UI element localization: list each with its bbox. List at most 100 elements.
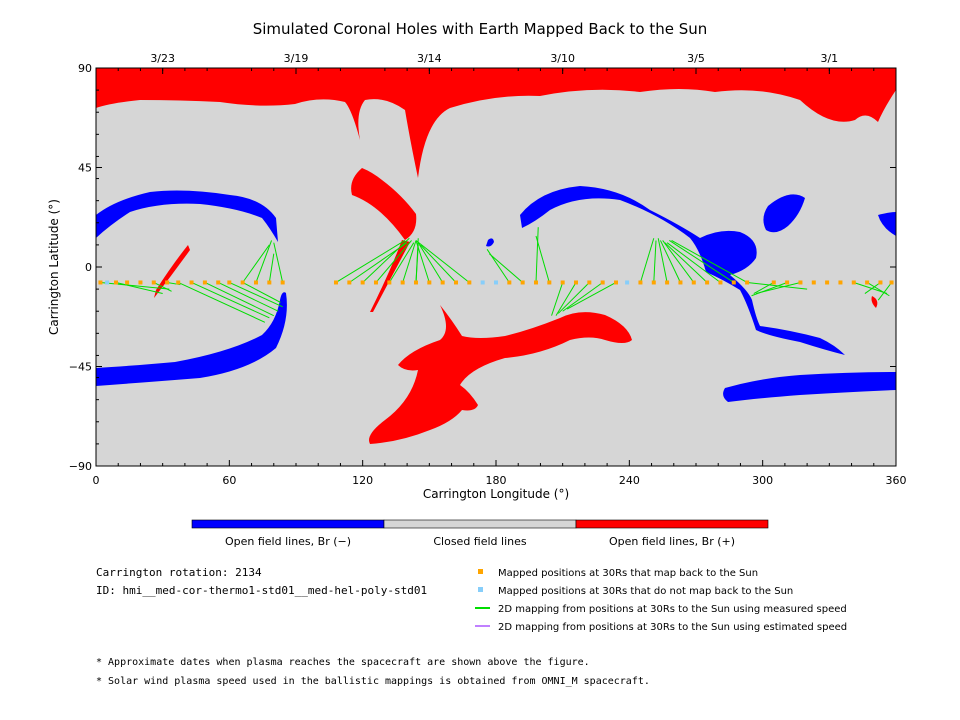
mapped-point <box>374 280 378 285</box>
mapping-line <box>242 282 281 303</box>
plot-area <box>96 68 896 466</box>
chart-title: Simulated Coronal Holes with Earth Mappe… <box>252 20 708 38</box>
legend-label: 2D mapping from positions at 30Rs to the… <box>498 604 847 615</box>
mapped-point <box>227 280 232 285</box>
mapping-line <box>877 282 892 301</box>
x-tick-label: 0 <box>93 474 100 487</box>
mapped-point <box>240 280 245 285</box>
mapping-line <box>659 240 681 283</box>
mapping-lines <box>100 227 892 323</box>
unmapped-point <box>105 280 110 285</box>
mapped-point <box>176 280 181 285</box>
mapping-line <box>562 282 603 312</box>
y-tick-label: −45 <box>69 361 92 374</box>
mapped-point <box>865 280 870 285</box>
mapping-line <box>402 240 417 283</box>
mapping-line <box>178 282 266 323</box>
mapping-line <box>242 244 270 283</box>
mapping-line <box>664 242 708 283</box>
mapping-line <box>335 240 406 283</box>
mapped-point <box>467 280 472 285</box>
mapped-point <box>427 280 432 285</box>
unmapped-point <box>494 280 498 285</box>
mapped-point <box>785 280 790 285</box>
mapped-point <box>651 280 656 285</box>
colorbar-segment <box>575 519 769 529</box>
x-tick-label: 300 <box>752 474 773 487</box>
mapping-line <box>388 242 415 283</box>
mapped-point <box>811 280 816 285</box>
unmapped-points <box>105 280 630 285</box>
mapped-point <box>798 280 803 285</box>
mapped-point <box>98 280 103 285</box>
mapping-line <box>229 282 283 308</box>
model-id: ID: hmi__med-cor-thermo1-std01__med-hel-… <box>96 584 428 597</box>
colorbar-segment <box>191 519 385 529</box>
negative-region-small <box>486 238 494 247</box>
x-tick-label: 60 <box>222 474 236 487</box>
mapped-point <box>151 280 156 285</box>
legend-label: Mapped positions at 30Rs that map back t… <box>498 568 758 579</box>
mapping-line <box>566 282 617 310</box>
mapped-point <box>614 280 618 285</box>
mapping-line <box>639 238 655 283</box>
mapping-line <box>653 240 657 283</box>
mapped-point <box>771 280 776 285</box>
mapped-point <box>125 280 130 285</box>
negative-region-southwest <box>96 292 287 386</box>
date-axis-ticks: 3/23 3/19 3/14 3/10 3/5 3/1 <box>150 52 838 74</box>
mapping-line <box>415 238 419 283</box>
mapping-line <box>415 240 470 283</box>
mapped-point <box>360 280 365 285</box>
negative-region-southeast <box>723 372 896 402</box>
mapping-line <box>753 282 775 294</box>
x-axis-ticks: 0 60 120 180 240 300 360 <box>93 68 907 487</box>
mapped-point <box>400 280 405 285</box>
mapping-line <box>268 253 275 283</box>
colorbar-segment <box>383 519 577 529</box>
mapped-point <box>825 280 830 285</box>
mapped-point <box>520 280 525 285</box>
mapping-line <box>551 282 564 316</box>
mapped-point <box>280 280 285 285</box>
mapped-point <box>334 280 338 285</box>
mapped-point <box>678 280 683 285</box>
mapping-line <box>662 240 695 283</box>
x-tick-label: 240 <box>619 474 640 487</box>
mapping-line <box>273 242 284 283</box>
mapped-point <box>440 280 445 285</box>
mapped-point <box>216 280 221 285</box>
date-tick-label: 3/23 <box>150 52 175 65</box>
legend-label: 2D mapping from positions at 30Rs to the… <box>498 622 847 633</box>
mapped-points <box>98 280 894 285</box>
colorbar-label: Closed field lines <box>433 535 527 548</box>
y-tick-label: −90 <box>69 460 92 473</box>
negative-region-west-arc <box>96 190 278 242</box>
x-tick-label: 180 <box>486 474 507 487</box>
positive-region-mid <box>351 168 417 240</box>
y-tick-label: 45 <box>78 162 92 175</box>
date-tick-label: 3/5 <box>687 52 705 65</box>
mapped-point <box>547 280 552 285</box>
negative-region-east-arc <box>520 186 845 355</box>
note-dates: * Approximate dates when plasma reaches … <box>96 657 590 668</box>
note-speed: * Solar wind plasma speed used in the ba… <box>96 676 650 687</box>
legend-marker <box>478 587 483 592</box>
mapping-line <box>218 282 279 312</box>
mapped-point <box>691 280 696 285</box>
legend: Mapped positions at 30Rs that map back t… <box>475 568 847 633</box>
mapped-point <box>189 280 194 285</box>
x-tick-label: 120 <box>352 474 373 487</box>
mapping-line <box>557 282 590 314</box>
legend-marker <box>478 569 483 574</box>
mapping-line <box>417 242 444 283</box>
mapped-point <box>889 280 894 285</box>
colorbar-label: Open field lines, Br (+) <box>609 535 735 548</box>
mapped-point <box>574 280 578 285</box>
y-axis-ticks: 90 45 0 −45 −90 <box>69 62 896 473</box>
y-tick-label: 90 <box>78 62 92 75</box>
mapped-point <box>838 280 843 285</box>
y-axis-label: Carrington Latitude (°) <box>47 199 61 335</box>
mapping-line <box>671 240 748 283</box>
legend-label: Mapped positions at 30Rs that do not map… <box>498 586 793 597</box>
